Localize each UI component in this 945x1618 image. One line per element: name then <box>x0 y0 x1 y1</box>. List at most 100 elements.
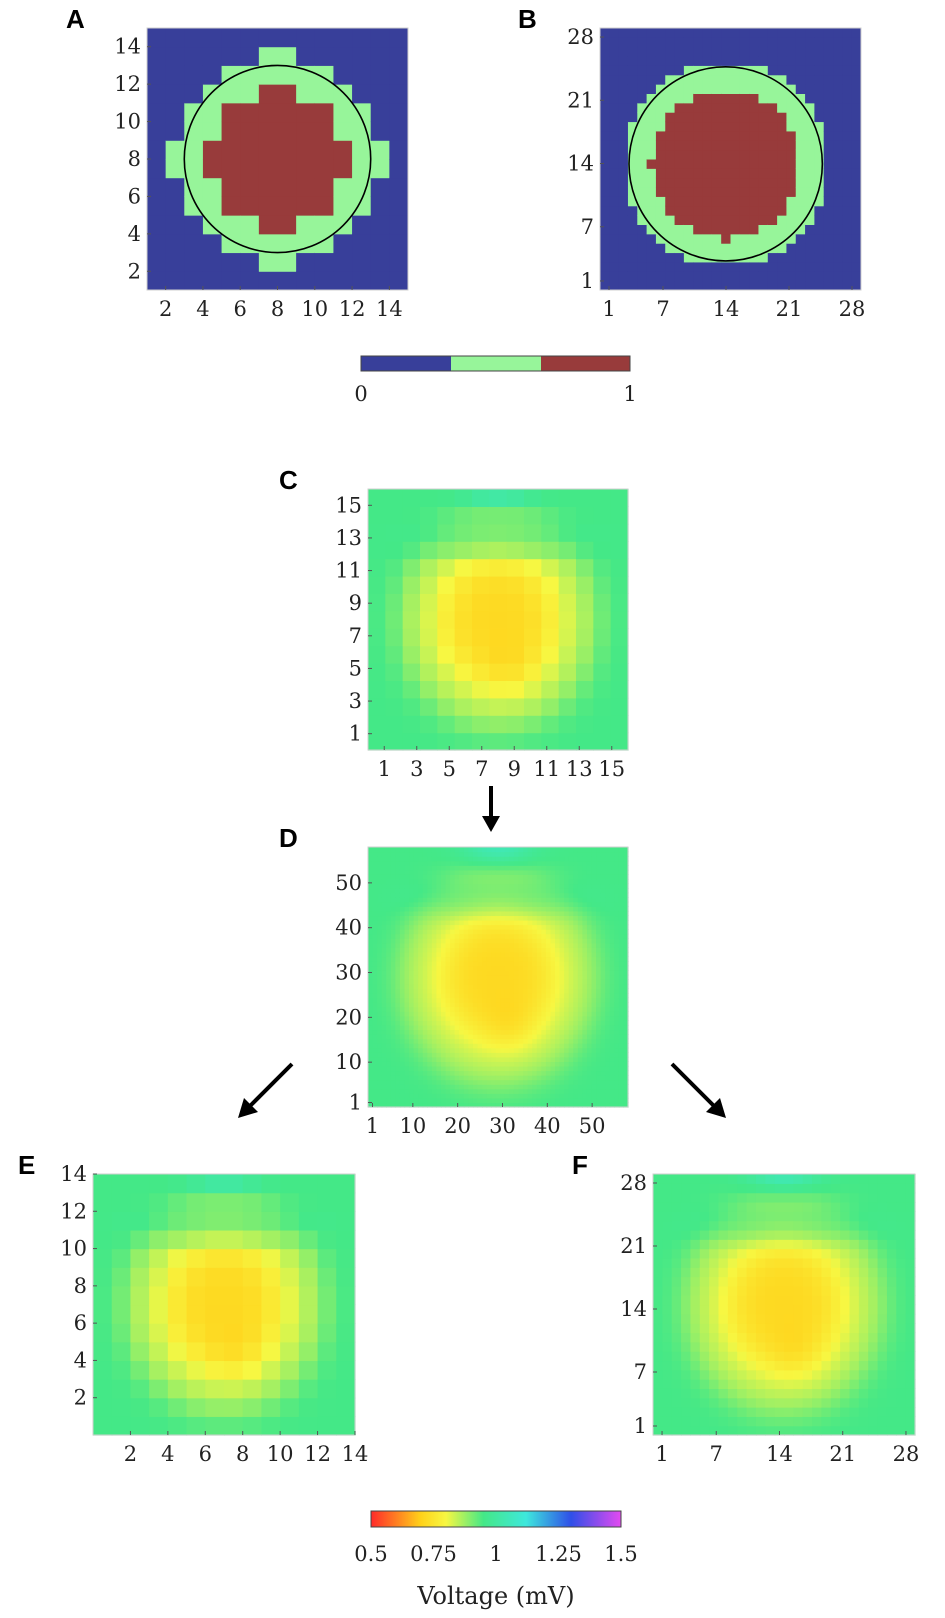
heatmap-cell <box>422 983 428 989</box>
heatmap-cell <box>468 915 474 921</box>
mask-cell <box>674 159 685 169</box>
heatmap-cell <box>477 888 483 894</box>
heatmap-cell <box>541 992 547 999</box>
heatmap-cell <box>491 1047 497 1053</box>
heatmap-cell <box>681 1379 692 1389</box>
heatmap-cell <box>596 1015 602 1021</box>
heatmap-cell <box>368 732 386 751</box>
heatmap-cell <box>385 610 404 629</box>
heatmap-cell <box>614 865 620 871</box>
heatmap-cell <box>390 860 396 866</box>
heatmap-cell <box>600 1065 606 1072</box>
panel-letter-b: B <box>518 4 537 34</box>
heatmap-cell <box>395 979 401 985</box>
heatmap-cell <box>445 1102 451 1108</box>
heatmap-cell <box>541 680 560 699</box>
heatmap-cell <box>591 919 597 926</box>
heatmap-cell <box>390 856 396 862</box>
heatmap-cell <box>482 1002 488 1008</box>
x-tick-label: 6 <box>199 1442 212 1466</box>
heatmap-cell <box>427 1011 433 1017</box>
heatmap-cell <box>468 979 474 985</box>
heatmap-cell <box>690 1416 701 1427</box>
y-tick-label: 6 <box>74 1311 87 1335</box>
heatmap-cell <box>558 593 577 612</box>
heatmap-cell <box>545 1084 552 1090</box>
heatmap-cell <box>149 1267 169 1287</box>
heatmap-cell <box>568 974 574 980</box>
heatmap-cell <box>559 1102 565 1108</box>
heatmap-cell <box>545 851 552 857</box>
heatmap-cell <box>390 1093 396 1099</box>
heatmap-cell <box>504 933 510 939</box>
heatmap-cell <box>495 1015 501 1021</box>
mask-cell <box>749 46 759 57</box>
heatmap-cell <box>577 1002 583 1008</box>
heatmap-cell <box>564 1084 570 1090</box>
mask-cell <box>795 56 806 66</box>
heatmap-cell <box>482 988 488 994</box>
heatmap-c <box>368 489 629 751</box>
heatmap-cell <box>413 888 419 894</box>
heatmap-cell <box>418 869 424 875</box>
heatmap-cell <box>523 974 529 980</box>
heatmap-cell <box>468 1043 474 1049</box>
mask-cell <box>674 205 685 216</box>
heatmap-cell <box>437 628 456 647</box>
heatmap-cell <box>577 919 583 926</box>
heatmap-cell <box>495 1065 501 1072</box>
heatmap-cell <box>709 1425 720 1436</box>
heatmap-cell <box>573 915 579 921</box>
mask-cell <box>739 84 750 94</box>
heatmap-cell <box>242 1379 263 1399</box>
heatmap-cell <box>596 983 602 989</box>
heatmap-cell <box>662 1276 673 1287</box>
mask-cell <box>683 177 694 188</box>
heatmap-cell <box>536 1093 542 1099</box>
heatmap-cell <box>527 951 533 958</box>
heatmap-cell <box>468 1047 474 1053</box>
heatmap-cell <box>532 956 538 962</box>
mask-cell <box>609 187 620 197</box>
heatmap-cell <box>381 965 387 971</box>
mask-cell <box>202 196 223 216</box>
heatmap-cell <box>381 942 387 948</box>
heatmap-cell <box>440 856 447 862</box>
heatmap-cell <box>368 593 386 612</box>
heatmap-cell <box>699 1229 710 1240</box>
heatmap-cell <box>586 910 593 917</box>
heatmap-cell <box>582 1075 588 1081</box>
heatmap-cell <box>586 1029 593 1035</box>
heatmap-cell <box>404 851 410 857</box>
heatmap-cell <box>413 1047 419 1053</box>
mask-cell <box>333 177 353 197</box>
heatmap-cell <box>404 1061 410 1067</box>
mask-cell <box>777 56 787 66</box>
heatmap-cell <box>395 856 401 862</box>
y-tick-label: 10 <box>60 1237 87 1261</box>
heatmap-cell <box>550 856 556 862</box>
heatmap-cell <box>491 970 497 976</box>
mask-cell <box>296 159 316 179</box>
heatmap-cell <box>600 1024 606 1031</box>
mask-cell <box>655 65 666 76</box>
heatmap-cell <box>600 851 606 857</box>
heatmap-cell <box>440 847 447 853</box>
mask-cell <box>702 224 713 235</box>
heatmap-cell <box>536 1034 542 1040</box>
heatmap-cell <box>550 1065 556 1072</box>
heatmap-cell <box>609 1079 615 1085</box>
mask-cell <box>683 140 694 151</box>
heatmap-cell <box>482 1056 488 1062</box>
heatmap-cell <box>418 1061 424 1067</box>
heatmap-cell <box>623 942 629 948</box>
mask-cell <box>730 149 741 160</box>
heatmap-cell <box>454 933 460 939</box>
heatmap-cell <box>402 732 421 751</box>
heatmap-cell <box>459 1097 465 1104</box>
heatmap-cell <box>555 997 561 1003</box>
heatmap-cell <box>593 593 612 612</box>
mask-cell <box>637 112 648 123</box>
mask-cell <box>730 233 741 244</box>
heatmap-cell <box>513 1043 520 1049</box>
